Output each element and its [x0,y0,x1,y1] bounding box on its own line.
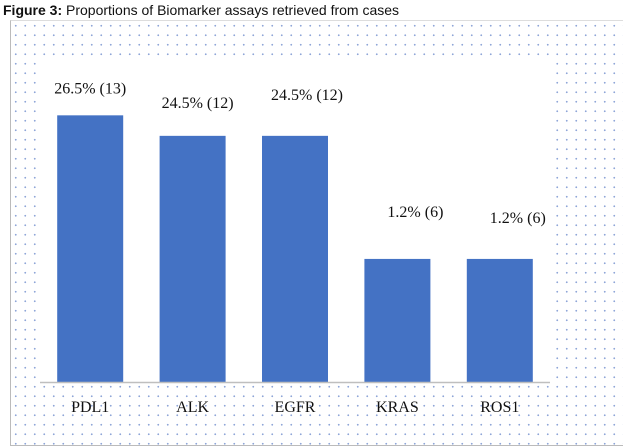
bar-kras [364,258,431,382]
bar-ros1 [466,258,533,382]
figure-caption-text: Proportions of Biomarker assays retrieve… [66,2,400,18]
data-label: 26.5% (13) [54,80,126,97]
x-tick-label: PDL1 [71,399,109,416]
figure-caption: Figure 3: Proportions of Biomarker assay… [3,2,399,18]
bar-pdl1 [57,115,124,382]
x-tick-label: KRAS [376,399,419,416]
data-label: 1.2% (6) [490,210,546,227]
x-tick-label: ROS1 [480,399,519,416]
x-tick-label: EGFR [275,399,316,416]
figure-label: Figure 3: [3,2,63,18]
bar-alk [159,135,226,382]
data-label: 24.5% (12) [271,87,343,104]
bar-egfr [262,135,328,382]
data-label: 1.2% (6) [387,204,443,221]
x-tick-label: ALK [176,399,209,416]
data-label: 24.5% (12) [162,95,234,112]
